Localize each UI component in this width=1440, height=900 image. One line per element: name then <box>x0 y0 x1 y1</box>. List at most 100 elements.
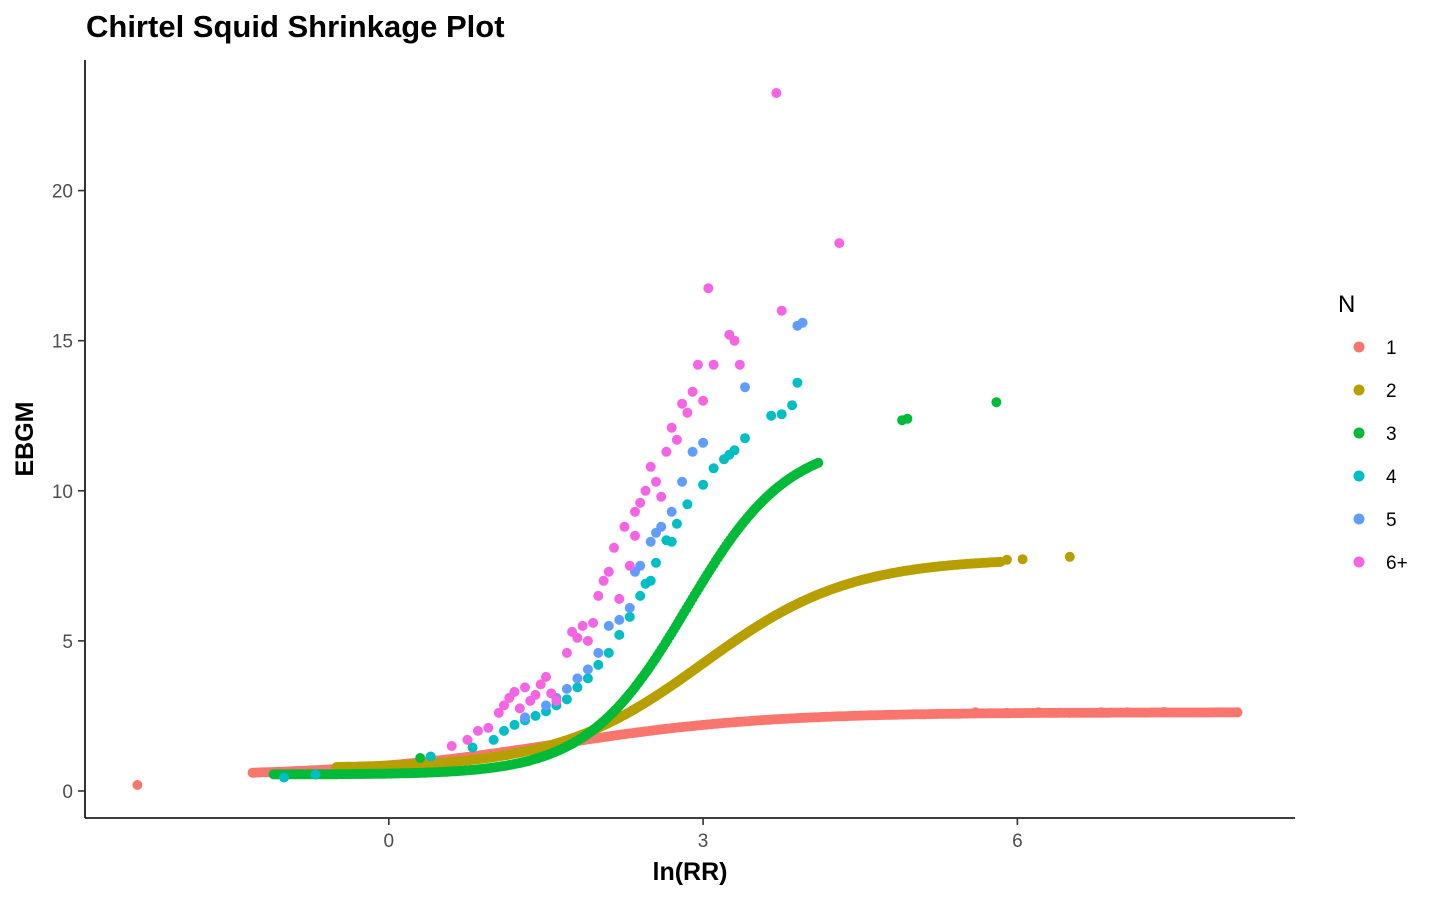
data-point <box>734 359 745 370</box>
data-point <box>614 614 625 625</box>
data-point <box>467 742 478 753</box>
data-point <box>488 734 499 745</box>
data-point <box>682 407 693 418</box>
points-layer <box>132 88 1243 790</box>
series-3 <box>268 397 1002 780</box>
data-point <box>624 560 635 571</box>
data-point <box>572 682 583 693</box>
data-point <box>677 476 688 487</box>
x-axis-title: ln(RR) <box>653 858 728 886</box>
data-point <box>991 397 1002 408</box>
data-point <box>572 673 583 684</box>
data-point <box>535 679 546 690</box>
data-point <box>661 446 672 457</box>
legend-label-1: 1 <box>1386 338 1397 359</box>
data-point <box>797 317 808 328</box>
legend-key-5 <box>1353 513 1365 525</box>
data-point <box>740 433 750 444</box>
data-point <box>682 499 693 510</box>
data-point <box>514 703 525 714</box>
data-point <box>561 694 572 705</box>
data-point <box>499 725 509 736</box>
y-tick-label: 5 <box>62 632 73 653</box>
legend-key-6+ <box>1353 556 1365 568</box>
y-tick-label: 15 <box>52 332 73 353</box>
data-point <box>603 566 614 577</box>
data-point <box>472 725 483 736</box>
data-point <box>630 530 640 541</box>
data-point <box>593 647 604 658</box>
data-point <box>671 518 682 529</box>
data-point <box>645 536 656 547</box>
data-point <box>834 238 845 249</box>
data-point <box>708 463 719 474</box>
data-point <box>530 710 541 721</box>
data-point <box>603 647 614 658</box>
data-point <box>462 734 473 745</box>
data-point <box>740 382 750 393</box>
data-point <box>970 707 981 718</box>
data-point <box>1017 554 1028 565</box>
data-point <box>614 593 625 604</box>
series-4 <box>279 377 803 783</box>
data-point <box>666 422 677 433</box>
data-point <box>687 446 698 457</box>
data-point <box>776 409 787 420</box>
data-point <box>656 491 667 502</box>
data-point <box>724 449 735 460</box>
data-point <box>310 769 321 780</box>
data-point <box>415 753 426 763</box>
data-point <box>582 673 593 684</box>
data-point <box>561 647 572 658</box>
legend: N 1 2 3 4 5 6+ <box>1338 291 1408 574</box>
data-point <box>703 283 714 294</box>
legend-title: N <box>1338 291 1355 318</box>
data-point <box>509 686 520 697</box>
data-point <box>425 751 436 762</box>
data-point <box>651 557 661 568</box>
series-2 <box>331 551 1075 773</box>
data-point <box>729 335 740 346</box>
data-point <box>619 521 630 532</box>
data-point <box>582 664 593 675</box>
y-axis-title: EBGM <box>11 402 39 477</box>
data-point <box>541 700 551 711</box>
data-point <box>593 659 604 670</box>
data-point <box>687 386 698 397</box>
data-point <box>677 398 688 409</box>
data-point <box>645 461 656 472</box>
series-5 <box>520 317 808 723</box>
data-point <box>766 410 777 421</box>
data-point <box>671 434 682 445</box>
data-point <box>1159 707 1169 717</box>
series-6+ <box>446 88 845 751</box>
data-point <box>624 602 635 613</box>
y-tick-label: 20 <box>52 182 73 203</box>
data-point <box>1033 707 1044 718</box>
data-point <box>1122 707 1133 718</box>
chart-title: Chirtel Squid Shrinkage Plot <box>86 9 505 44</box>
data-point <box>551 695 562 706</box>
data-point <box>813 457 824 468</box>
legend-key-2 <box>1353 384 1365 396</box>
data-point <box>509 719 520 730</box>
legend-label-3: 3 <box>1386 424 1397 445</box>
data-point <box>577 620 588 631</box>
data-point <box>279 772 289 783</box>
y-tick-label: 10 <box>52 482 73 503</box>
data-point <box>582 635 593 646</box>
data-point <box>614 629 625 640</box>
data-point <box>787 400 798 411</box>
data-point <box>651 476 661 487</box>
data-point <box>609 542 619 553</box>
legend-label-5: 5 <box>1386 510 1397 531</box>
x-tick-label: 3 <box>698 831 709 852</box>
data-point <box>902 413 913 424</box>
data-point <box>698 479 709 490</box>
data-point <box>776 305 787 316</box>
data-point <box>666 506 677 517</box>
data-point <box>603 620 614 631</box>
data-point <box>530 689 541 700</box>
x-tick-label: 0 <box>384 831 395 852</box>
